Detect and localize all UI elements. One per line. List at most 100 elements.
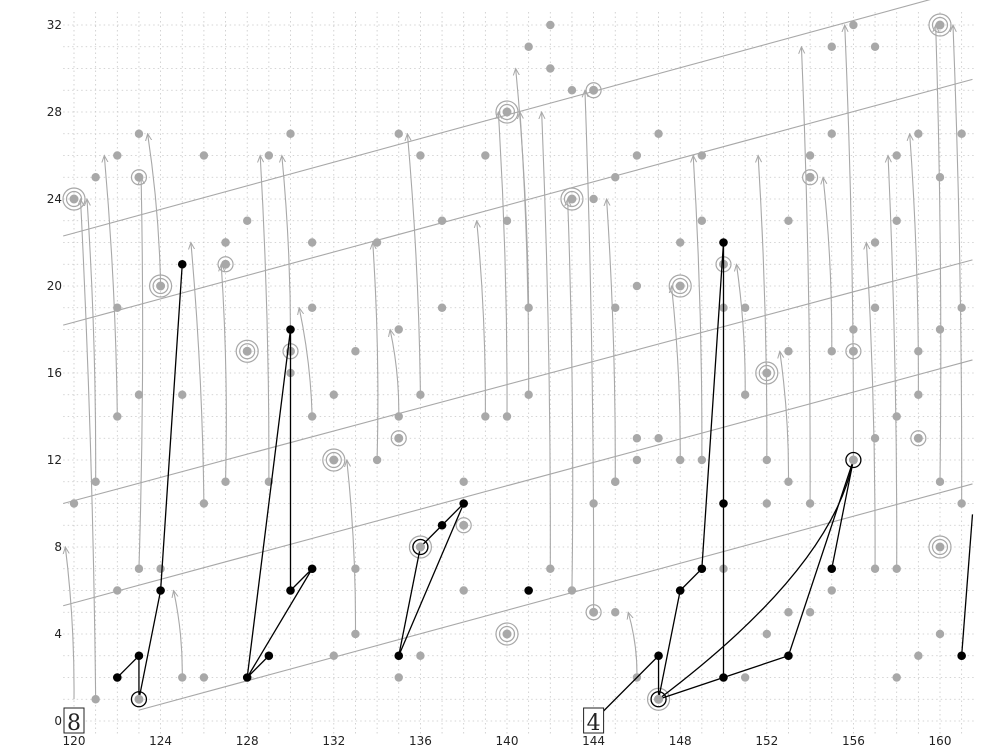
gray-point <box>935 173 945 182</box>
gray-point <box>351 629 360 639</box>
gray-point <box>784 608 793 617</box>
gray-point <box>567 586 577 595</box>
gray-arrow <box>936 25 942 482</box>
gray-ring-point <box>156 281 166 291</box>
gray-point <box>611 608 620 617</box>
gray-arrow <box>477 221 486 417</box>
gray-point <box>805 499 815 508</box>
gray-ring-point <box>935 20 945 30</box>
y-tick-label: 32 <box>47 18 62 32</box>
y-tick-label: 4 <box>54 627 62 641</box>
gray-point <box>632 434 642 443</box>
gray-arrow <box>260 156 270 482</box>
gray-point <box>113 151 122 160</box>
gray-point <box>611 477 620 486</box>
gray-point <box>91 695 100 704</box>
gray-point <box>307 412 317 421</box>
x-tick-label: 148 <box>669 734 692 748</box>
black-line <box>398 503 465 657</box>
y-tick-label: 28 <box>47 105 62 119</box>
gray-arrow <box>221 264 227 482</box>
black-point <box>459 499 469 508</box>
gray-point <box>416 651 425 660</box>
gray-arrow <box>282 156 292 352</box>
black-point <box>264 651 274 661</box>
axis-ticks: 120 124 128 132 136 140 144 148 152 156 160 0 4 8 12 16… <box>47 18 952 748</box>
gray-ring-point <box>935 542 945 552</box>
gray-ring-point <box>69 194 79 204</box>
gray-point <box>546 64 555 73</box>
gray-line <box>63 78 973 326</box>
gray-point <box>524 303 533 312</box>
gray-point <box>914 651 923 660</box>
black-line <box>398 546 422 656</box>
gray-point <box>589 499 598 508</box>
gray-ring-point <box>805 172 815 182</box>
gray-point <box>394 412 403 421</box>
gray-point <box>632 151 642 160</box>
gray-ring <box>931 16 949 34</box>
gray-point <box>91 477 100 486</box>
gray-point <box>221 238 230 247</box>
gray-point <box>870 303 880 312</box>
x-tick-label: 144 <box>582 734 605 748</box>
x-tick-label: 120 <box>63 734 86 748</box>
gray-arrow <box>801 47 811 504</box>
black-line <box>657 242 725 700</box>
gray-point <box>805 151 815 160</box>
gray-point <box>849 325 858 334</box>
gray-point <box>459 477 468 486</box>
gray-point <box>740 390 750 399</box>
gray-point <box>394 673 403 682</box>
gray-point <box>784 216 793 225</box>
gray-point <box>957 499 966 508</box>
black-ring-center <box>134 694 144 704</box>
y-tick-label: 16 <box>47 366 62 380</box>
gray-point <box>134 564 144 573</box>
black-point <box>113 673 122 682</box>
gray-arrow <box>65 547 75 700</box>
black-point <box>827 564 837 574</box>
gray-ring <box>130 169 148 186</box>
black-ring <box>412 538 429 556</box>
gray-arrow <box>910 134 919 395</box>
black-point <box>307 564 317 574</box>
gray-ring <box>455 517 472 534</box>
gray-point <box>134 129 144 138</box>
gray-ring <box>931 538 949 556</box>
gray-arrow <box>104 156 118 417</box>
gray-point <box>307 303 317 312</box>
gray-arrow <box>148 134 162 287</box>
black-point <box>719 499 728 508</box>
gray-line <box>63 259 973 505</box>
gray-ring-point <box>567 194 577 204</box>
gray-point <box>957 129 966 138</box>
gray-point <box>827 42 836 51</box>
gray-point <box>589 194 598 204</box>
gray-point <box>849 20 858 30</box>
gray-point <box>740 303 750 312</box>
black-point <box>784 651 793 661</box>
gray-point <box>762 499 771 508</box>
black-ring-center <box>654 694 664 704</box>
black-line <box>723 459 855 679</box>
gray-ring-outer <box>495 100 519 124</box>
black-point <box>957 651 966 661</box>
gray-arrow <box>585 90 595 613</box>
gray-point <box>329 390 338 399</box>
gray-ring <box>585 604 602 621</box>
black-ring <box>130 691 148 708</box>
gray-ring-outer <box>755 361 779 385</box>
gray-point <box>762 455 771 465</box>
gray-point <box>632 455 642 465</box>
gray-arrow <box>823 177 833 352</box>
gray-arrow <box>390 330 400 417</box>
annotation-label: 4 <box>587 711 601 736</box>
x-tick-label: 136 <box>409 734 432 748</box>
gray-ring-point <box>394 433 404 443</box>
gray-point <box>676 238 685 247</box>
gray-ring-outer <box>560 187 584 211</box>
gray-point <box>654 434 663 443</box>
gray-point <box>805 608 815 617</box>
